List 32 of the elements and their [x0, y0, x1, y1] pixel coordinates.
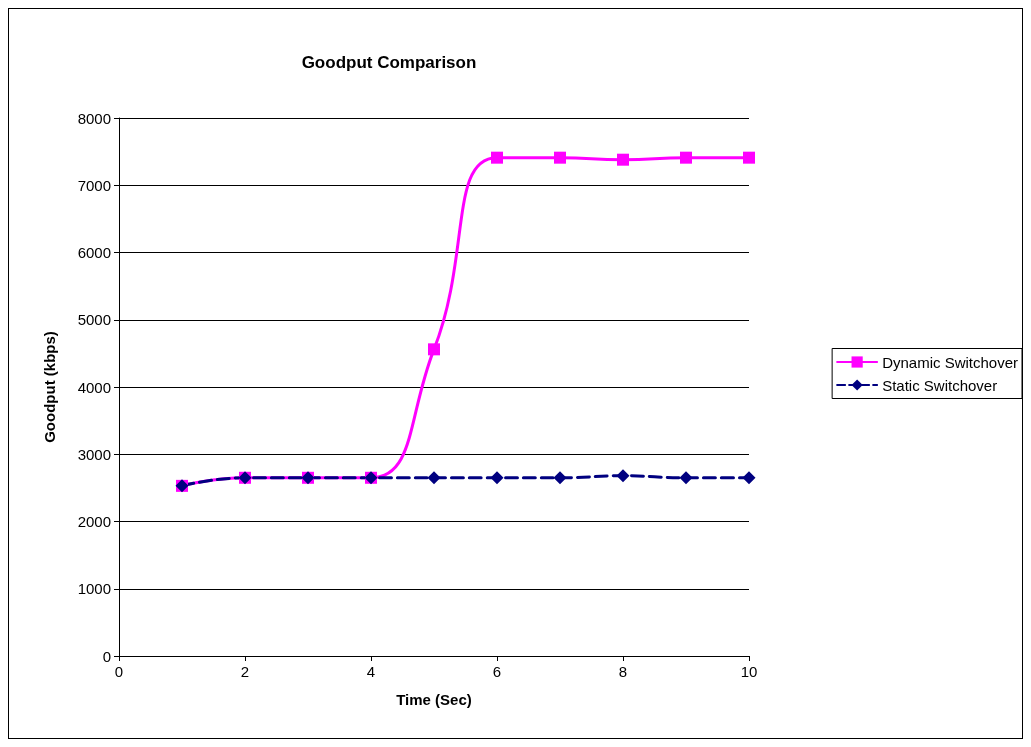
point [617, 153, 629, 166]
y-tick-label: 5000 [77, 311, 111, 329]
y-tick-label: 0 [102, 647, 111, 665]
point [679, 471, 693, 485]
point [742, 471, 756, 485]
x-tick-label: 4 [366, 663, 376, 680]
y-tick-label: 4000 [77, 378, 111, 396]
point [490, 471, 504, 485]
x-tick-label: 0 [114, 663, 124, 680]
y-axis-title: Goodput (kbps) [41, 331, 58, 443]
y-tick-label: 3000 [77, 445, 111, 463]
point [491, 151, 503, 164]
point [680, 151, 692, 164]
y-tick-label: 8000 [77, 109, 111, 127]
chart-title: Goodput Comparison [301, 53, 477, 72]
point [427, 471, 441, 485]
legend-label: Dynamic Switchover [882, 353, 1018, 371]
x-tick-label: 8 [618, 663, 628, 680]
y-tick-label: 6000 [77, 244, 111, 261]
x-tick-label: 10 [740, 663, 758, 680]
x-axis-title: Time (Sec) [396, 691, 472, 708]
y-tick-label: 7000 [77, 176, 111, 194]
point [428, 343, 440, 356]
legend-label: Static Switchover [882, 376, 998, 394]
y-tick-label: 1000 [77, 580, 111, 598]
y-tick-label: 2000 [77, 513, 111, 530]
point [553, 471, 567, 485]
point [743, 151, 755, 164]
x-tick-label: 6 [492, 663, 502, 680]
point [554, 151, 566, 164]
point [616, 469, 630, 483]
x-tick-label: 2 [240, 663, 250, 680]
